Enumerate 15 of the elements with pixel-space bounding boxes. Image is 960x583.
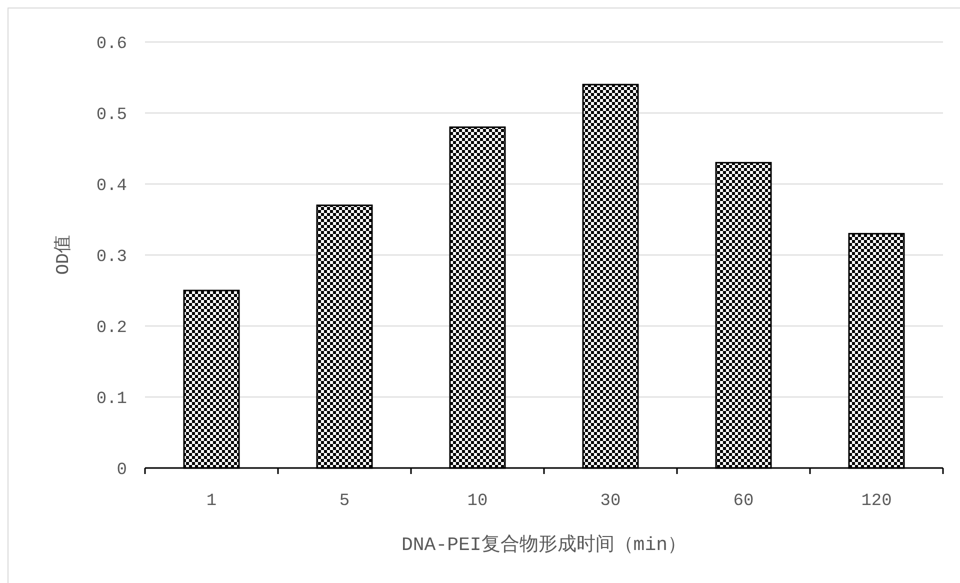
y-axis-title: OD值: [53, 235, 74, 275]
x-tick-label: 30: [600, 492, 621, 511]
y-tick-label: 0.5: [96, 106, 127, 125]
y-tick-label: 0.6: [96, 35, 127, 54]
y-tick-label: 0.3: [96, 248, 127, 267]
x-tick-label: 60: [733, 492, 754, 511]
y-tick-label: 0: [116, 461, 127, 480]
y-tick-label: 0.4: [96, 177, 127, 196]
x-tick-label: 1: [206, 492, 217, 511]
x-axis-title: DNA-PEI复合物形成时间（min）: [401, 534, 687, 556]
x-tick-label: 10: [467, 492, 488, 511]
x-tick-label: 5: [339, 492, 350, 511]
x-tick-label: 120: [861, 492, 892, 511]
y-tick-label: 0.2: [96, 319, 127, 338]
y-tick-label: 0.1: [96, 390, 127, 409]
